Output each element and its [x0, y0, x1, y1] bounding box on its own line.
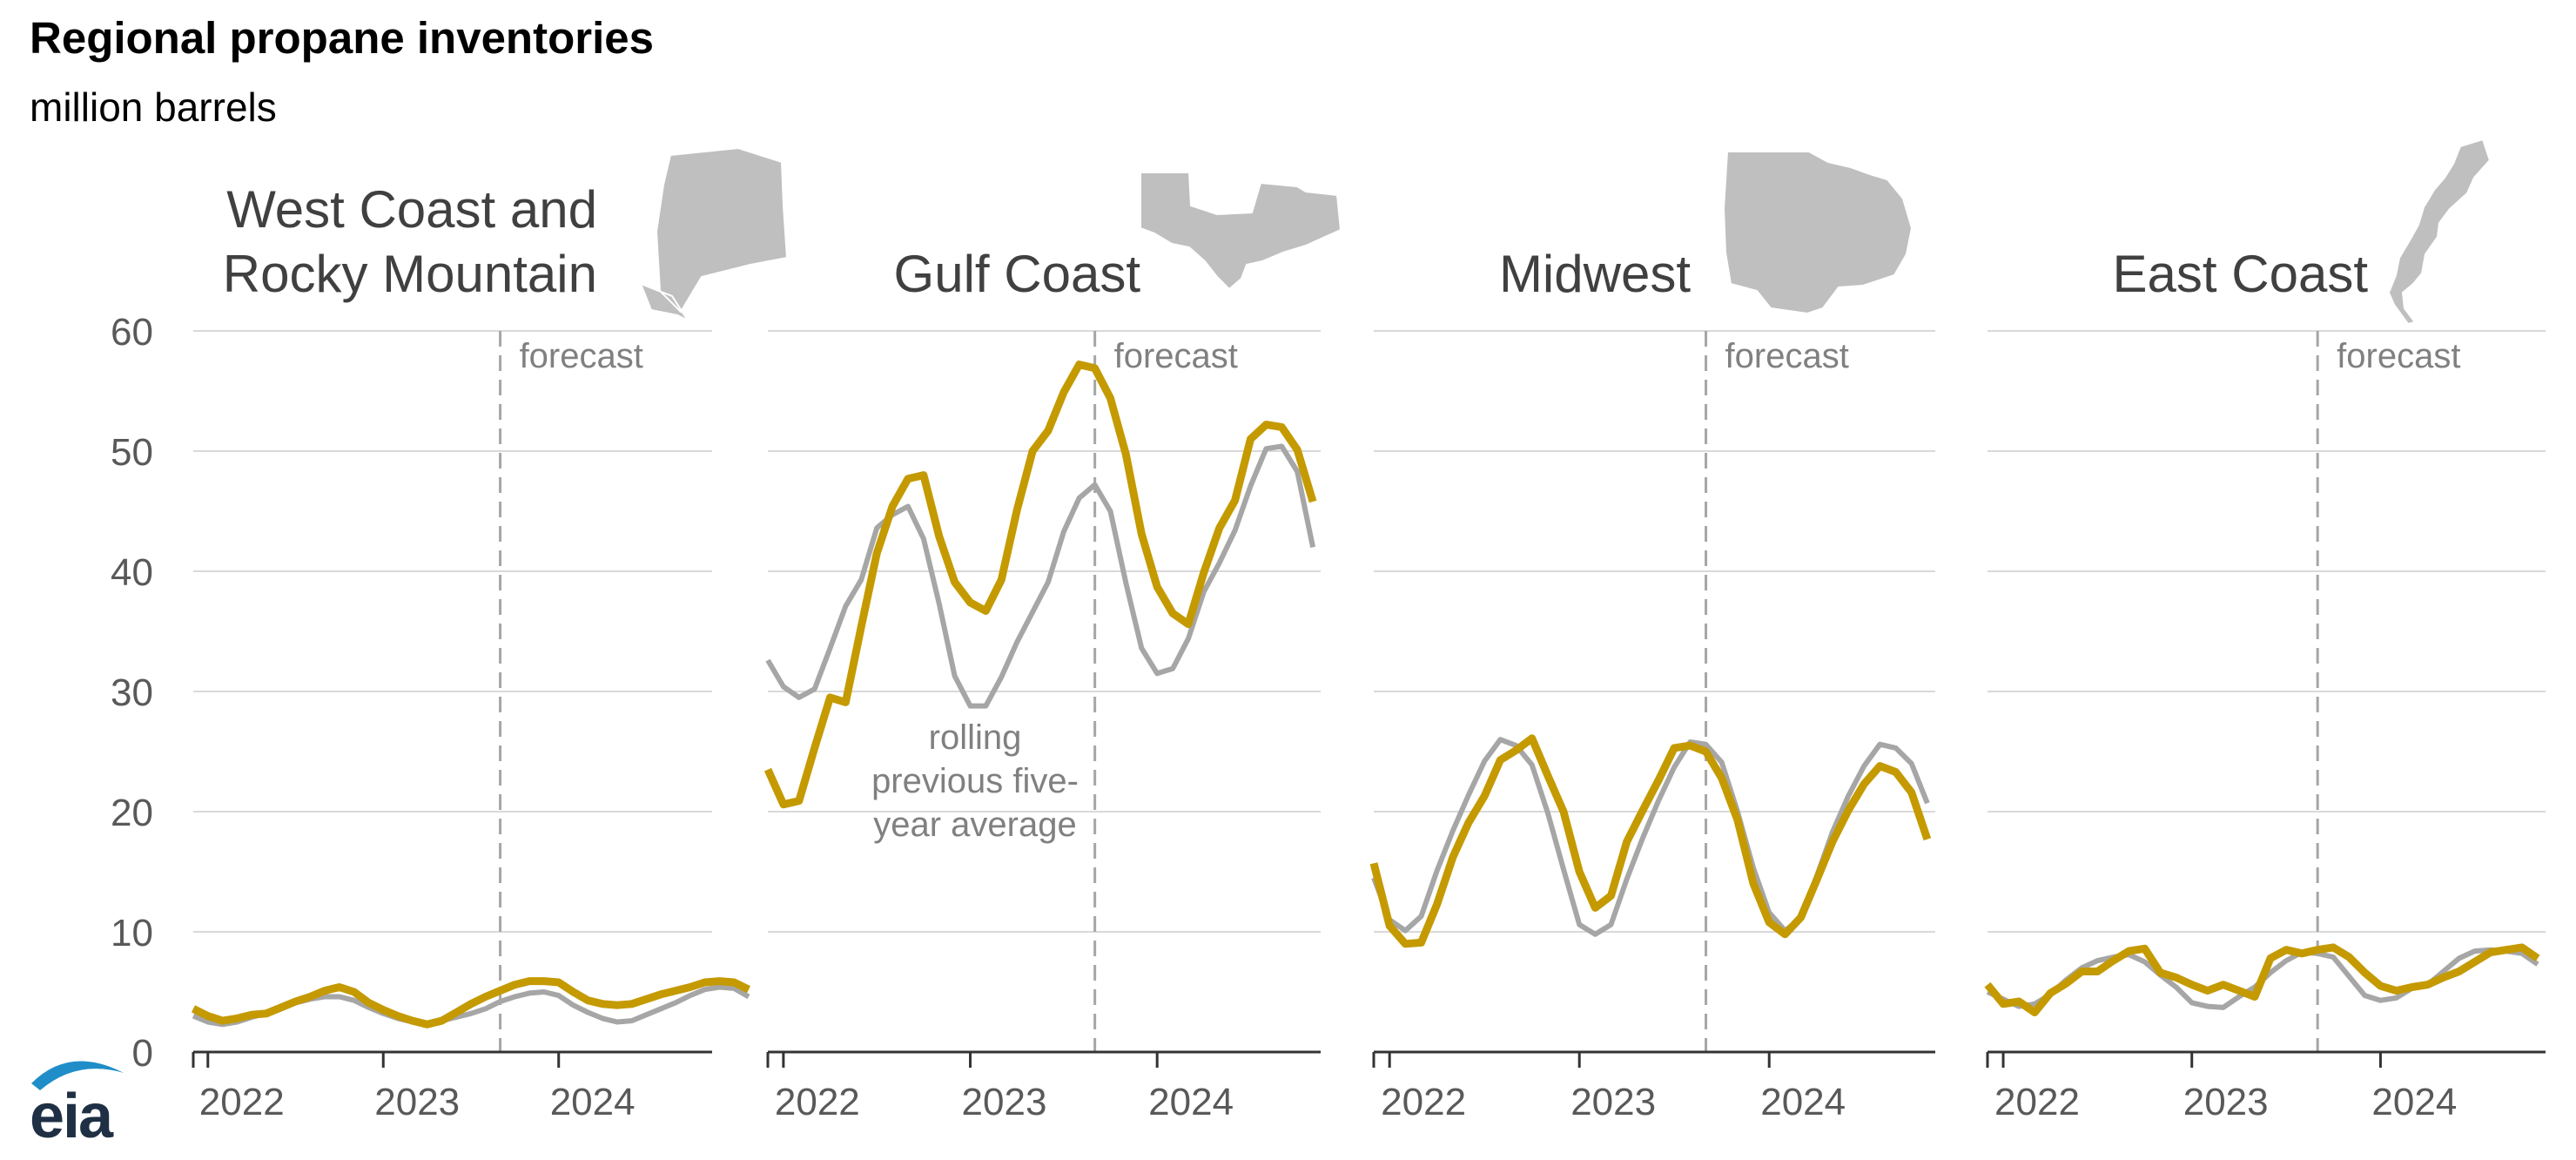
y-tick-label: 0 [132, 1032, 153, 1075]
series-line-actual [192, 977, 750, 1028]
annotation-average-label: previous five- [871, 762, 1079, 800]
panel-2: Gulf Coast forecast 2022 2023 2024 rolling pre… [763, 172, 1342, 1123]
x-tick-label: 2024 [2371, 1081, 2457, 1123]
east-coast-map-icon [2387, 138, 2492, 326]
forecast-label: forecast [1114, 337, 1238, 375]
panel-3: Midwest forecast 2022 2023 2024 [1369, 151, 1935, 1123]
forecast-label: forecast [2337, 337, 2460, 375]
chart-subtitle: million barrels [30, 84, 277, 130]
annotation-average-label: year average [873, 806, 1076, 844]
x-tick-label: 2023 [374, 1081, 460, 1123]
panel-title-line: West Coast and [226, 180, 597, 239]
y-axis-labels: 0 10 20 30 40 50 60 [111, 311, 153, 1075]
x-tick-label: 2022 [199, 1081, 285, 1123]
gulf-coast-map-icon [1140, 172, 1342, 291]
x-tick-label: 2022 [775, 1081, 860, 1123]
forecast-label: forecast [1725, 337, 1849, 375]
y-tick-label: 40 [111, 551, 153, 594]
y-tick-label: 60 [111, 311, 153, 354]
series-line-average [1371, 737, 1930, 937]
panel-4: East Coast forecast 2022 2023 2024 [1984, 138, 2546, 1123]
x-tick-label: 2023 [962, 1081, 1047, 1123]
y-tick-label: 30 [111, 671, 153, 714]
forecast-label: forecast [520, 337, 643, 375]
y-tick-label: 50 [111, 431, 153, 474]
x-tick-label: 2022 [1994, 1081, 2080, 1123]
panel-title-line: East Coast [2113, 245, 2369, 303]
panel-title-line: Midwest [1499, 245, 1691, 303]
y-tick-label: 10 [111, 912, 153, 954]
y-tick-label: 20 [111, 792, 153, 834]
series-line-average [765, 443, 1316, 709]
x-tick-label: 2022 [1381, 1081, 1466, 1123]
panel-title-line: Gulf Coast [894, 245, 1141, 303]
x-tick-label: 2024 [1148, 1081, 1234, 1123]
west-coast-rocky-mountain-map-icon [639, 146, 789, 323]
x-tick-label: 2023 [1570, 1081, 1656, 1123]
eia-logo-arc [31, 1061, 124, 1090]
series-line-actual [1984, 943, 2540, 1016]
panel-title-line: Rocky Mountain [223, 245, 597, 303]
eia-logo: eia [30, 1061, 124, 1146]
midwest-map-icon [1722, 151, 1914, 315]
x-tick-label: 2023 [2183, 1081, 2269, 1123]
annotation-average-label: rolling [929, 718, 1022, 757]
eia-logo-text: eia [30, 1082, 114, 1146]
x-tick-label: 2024 [550, 1081, 636, 1123]
x-tick-label: 2024 [1760, 1081, 1846, 1123]
chart-title: Regional propane inventories [30, 13, 654, 63]
panels: West Coast and Rocky Mountain forecast 2022… [192, 138, 2546, 1123]
panel-1: West Coast and Rocky Mountain forecast 2022… [192, 146, 789, 1123]
series-line-actual [763, 361, 1317, 809]
series-line-actual [1369, 734, 1932, 948]
